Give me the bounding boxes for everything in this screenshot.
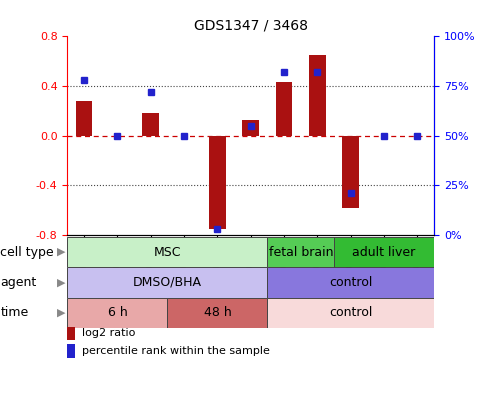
Bar (309, 55, 326, 136)
Bar (76, 101, 92, 136)
Text: ▶: ▶ (57, 277, 66, 288)
Text: log2 ratio: log2 ratio (82, 328, 135, 339)
Text: MSC: MSC (154, 245, 181, 259)
Bar (142, 113, 159, 136)
Text: fetal brain: fetal brain (268, 245, 333, 259)
Bar (267, 267, 434, 298)
Text: DMSO/BHA: DMSO/BHA (133, 276, 202, 289)
Bar (67, 298, 167, 328)
Text: 48 h: 48 h (204, 306, 231, 320)
Text: adult liver: adult liver (352, 245, 416, 259)
Text: ▶: ▶ (57, 247, 66, 257)
Text: cell type: cell type (0, 245, 54, 259)
Bar (209, 136, 226, 229)
Text: 6 h: 6 h (107, 306, 127, 320)
Bar (334, 237, 434, 267)
Text: control: control (329, 306, 372, 320)
Bar (67, 326, 75, 340)
Bar (67, 344, 75, 358)
Bar (267, 298, 434, 328)
Text: percentile rank within the sample: percentile rank within the sample (82, 345, 270, 356)
Bar (67, 267, 267, 298)
Text: control: control (329, 276, 372, 289)
Text: ▶: ▶ (57, 308, 66, 318)
Bar (267, 237, 334, 267)
Text: agent: agent (0, 276, 37, 289)
Bar (243, 119, 259, 136)
Title: GDS1347 / 3468: GDS1347 / 3468 (194, 19, 308, 32)
Bar (276, 82, 292, 136)
Bar (342, 136, 359, 208)
Bar (67, 237, 267, 267)
Text: time: time (0, 306, 29, 320)
Bar (167, 298, 267, 328)
